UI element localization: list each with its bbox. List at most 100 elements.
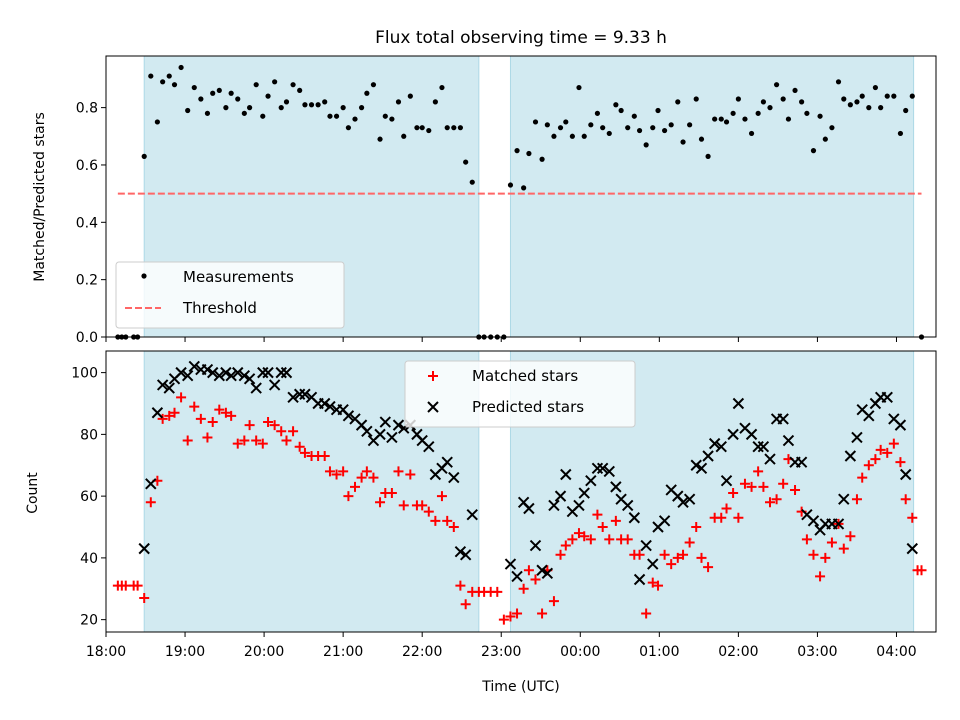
data-point <box>900 494 911 505</box>
data-point <box>659 549 670 560</box>
data-point <box>773 82 780 88</box>
data-point <box>790 484 801 495</box>
data-point <box>379 416 392 428</box>
y-tick-label: 0.4 <box>76 215 98 231</box>
data-point <box>804 110 810 116</box>
data-point <box>216 87 222 94</box>
data-point <box>169 407 180 418</box>
data-point <box>878 105 884 111</box>
data-point <box>544 122 550 128</box>
data-point <box>157 413 168 424</box>
data-point <box>844 450 857 462</box>
data-point <box>280 366 293 379</box>
data-point <box>672 552 683 563</box>
data-point <box>863 410 875 422</box>
data-point <box>220 366 232 379</box>
data-point <box>675 99 681 105</box>
y-tick-label: 80 <box>80 427 98 443</box>
data-point <box>576 84 582 91</box>
data-point <box>210 90 216 96</box>
data-point <box>622 499 634 512</box>
data-point <box>201 363 214 376</box>
data-point <box>727 428 739 441</box>
y-tick-label: 20 <box>80 613 98 629</box>
data-point <box>897 130 904 137</box>
x-tick-label: 22:00 <box>402 644 442 660</box>
data-point <box>875 444 886 455</box>
data-point <box>755 110 761 116</box>
data-point <box>243 373 256 385</box>
data-point <box>560 468 572 481</box>
data-point <box>492 586 503 597</box>
data-point <box>529 539 542 552</box>
data-point <box>442 515 453 526</box>
data-point <box>732 397 745 410</box>
data-point <box>417 500 428 511</box>
data-point <box>451 125 457 131</box>
data-point <box>423 441 435 453</box>
data-point <box>526 150 532 157</box>
data-point <box>907 512 918 523</box>
data-point <box>610 481 622 493</box>
data-point <box>560 540 571 551</box>
data-point <box>207 417 218 428</box>
data-point <box>505 611 516 622</box>
data-point <box>658 515 671 527</box>
data-point <box>511 570 523 583</box>
data-point <box>899 468 912 481</box>
data-point <box>597 522 608 533</box>
data-point <box>765 497 775 508</box>
data-point <box>288 426 299 437</box>
data-point <box>148 73 154 79</box>
data-point <box>715 441 727 453</box>
data-point <box>832 518 845 530</box>
data-point <box>283 99 290 105</box>
data-point <box>777 413 789 425</box>
x-tick-label: 20:00 <box>244 644 284 660</box>
data-point <box>331 469 342 480</box>
data-point <box>514 148 520 154</box>
data-point <box>541 567 554 580</box>
data-point <box>585 534 596 545</box>
data-point <box>785 116 792 122</box>
data-point <box>448 471 460 484</box>
data-point <box>154 119 160 125</box>
data-point <box>454 546 467 558</box>
data-point <box>857 472 868 483</box>
data-point <box>226 410 237 421</box>
data-point <box>352 116 358 122</box>
axes-frame <box>105 55 937 338</box>
data-point <box>272 79 278 85</box>
data-point <box>838 543 849 554</box>
data-point <box>504 558 517 570</box>
data-point <box>269 420 280 431</box>
legend-marker <box>428 371 438 381</box>
data-point <box>386 431 398 444</box>
data-point <box>573 528 584 539</box>
data-point <box>374 428 386 441</box>
data-point <box>795 456 808 468</box>
data-point <box>315 102 321 108</box>
data-point <box>297 87 303 94</box>
data-point <box>708 437 721 450</box>
data-point <box>863 460 874 471</box>
data-point <box>459 549 472 561</box>
data-point <box>778 478 789 489</box>
legend-box <box>404 360 636 428</box>
data-point <box>436 491 447 502</box>
data-point <box>322 99 328 105</box>
x-tick-label: 02:00 <box>718 644 758 660</box>
data-point <box>260 113 266 119</box>
legend-label: Matched stars <box>472 367 578 385</box>
data-point <box>647 577 658 588</box>
x-axis-label: Time (UTC) <box>481 679 559 695</box>
legend: Measurements Threshold <box>115 261 345 329</box>
data-point <box>263 417 274 428</box>
data-point <box>771 494 782 505</box>
data-point <box>746 481 757 492</box>
data-point <box>696 552 707 563</box>
data-point <box>163 382 175 394</box>
legend: Matched stars Predicted stars <box>404 360 636 428</box>
data-point <box>423 506 434 517</box>
data-point <box>698 136 705 142</box>
